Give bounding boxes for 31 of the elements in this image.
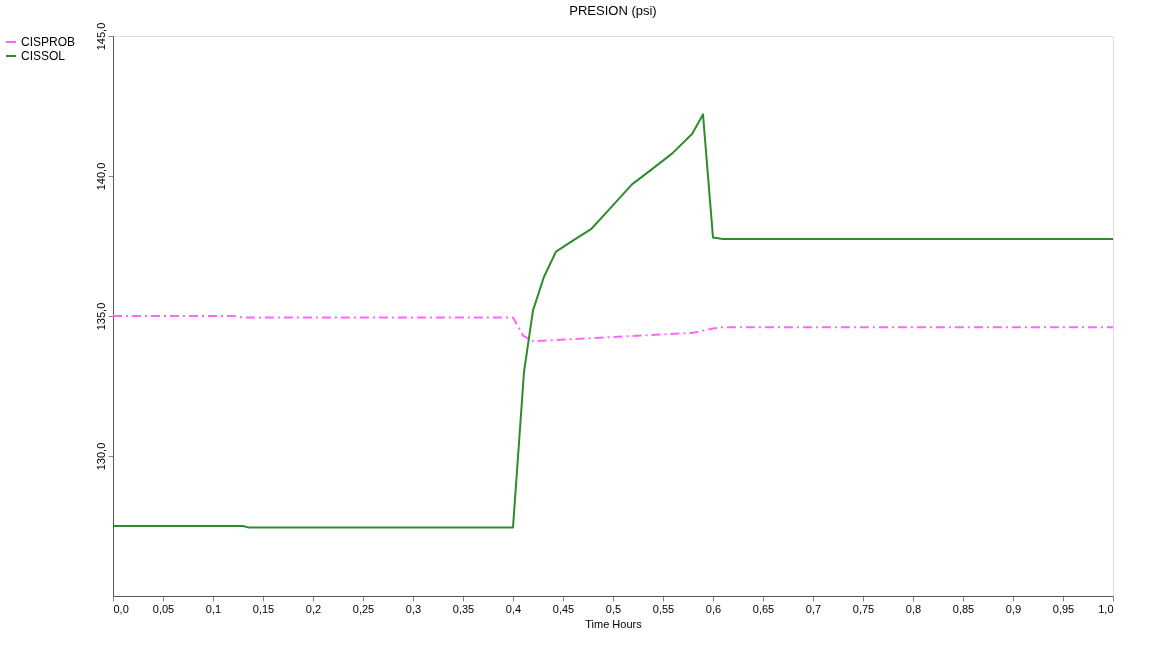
x-tick-label: 0,8 bbox=[905, 602, 922, 615]
line-series bbox=[112, 315, 1114, 343]
x-tick-label: 0,35 bbox=[452, 602, 475, 615]
legend-label: CISSOL bbox=[21, 49, 66, 63]
y-tick-label: 135,0 bbox=[94, 302, 107, 331]
legend-label: CISPROB bbox=[21, 35, 76, 49]
x-tick-label: 0,25 bbox=[352, 602, 375, 615]
x-tick-label: 0,5 bbox=[605, 602, 622, 615]
x-tick-label: 0,2 bbox=[305, 602, 322, 615]
x-tick-label: 0,15 bbox=[252, 602, 275, 615]
x-tick-label: 0,1 bbox=[205, 602, 222, 615]
x-tick-label: 0,55 bbox=[652, 602, 675, 615]
x-tick-label: 0,85 bbox=[952, 602, 975, 615]
x-axis-title: Time Hours bbox=[585, 617, 643, 630]
x-tick-label: 0,75 bbox=[852, 602, 875, 615]
x-tick-label: 0,65 bbox=[752, 602, 775, 615]
x-tick-label: 0,95 bbox=[1052, 602, 1075, 615]
x-tick-label: 0,0 bbox=[113, 602, 129, 615]
x-tick-label: 0,7 bbox=[805, 602, 822, 615]
y-tick-label: 130,0 bbox=[94, 442, 107, 471]
x-tick-label: 0,4 bbox=[505, 602, 522, 615]
y-tick-label: 140,0 bbox=[94, 162, 107, 191]
x-tick-label: 0,05 bbox=[152, 602, 175, 615]
y-tick-label: 145,0 bbox=[94, 22, 107, 51]
x-tick-label: 1,0 bbox=[1098, 602, 1114, 615]
x-tick-label: 0,6 bbox=[705, 602, 722, 615]
x-tick-label: 0,9 bbox=[1005, 602, 1022, 615]
x-tick-label: 0,3 bbox=[405, 602, 422, 615]
chart-title: PRESION (psi) bbox=[569, 3, 657, 19]
line-series bbox=[112, 113, 1114, 529]
x-tick-label: 0,45 bbox=[552, 602, 575, 615]
